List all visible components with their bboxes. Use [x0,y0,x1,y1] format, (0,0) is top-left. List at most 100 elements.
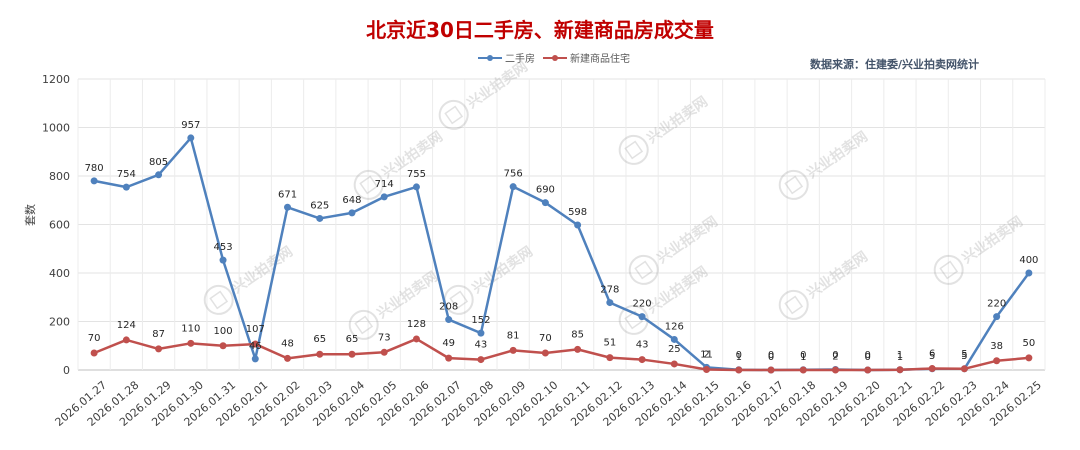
data-label: 1 [897,352,903,363]
watermark-logo-mark [444,105,464,125]
watermark-text: 兴业拍卖网 [644,263,711,317]
watermark-logo [353,169,384,200]
y-tick-label: 200 [49,316,70,329]
data-point [412,183,420,191]
legend-swatch-newbuild [543,53,567,63]
watermark-logo-mark [624,140,644,160]
data-point [896,366,904,374]
data-label: 220 [633,299,652,310]
data-label: 48 [281,338,294,349]
data-label: 50 [1023,338,1036,349]
data-point [703,366,711,374]
data-point [348,350,356,358]
data-point [864,366,872,374]
data-label: 690 [536,185,555,196]
chart-title: 北京近30日二手房、新建商品房成交量 [366,18,714,42]
data-label: 46 [249,341,262,352]
data-point [831,366,839,374]
data-point [412,335,420,343]
data-label: 85 [571,329,584,340]
watermark-logo-mark [209,290,229,310]
data-label: 754 [117,169,136,180]
data-point [638,313,646,321]
data-point [993,313,1001,321]
watermark-text: 兴业拍卖网 [644,93,711,147]
data-label: 2 [832,352,838,363]
data-label: 755 [407,169,426,180]
data-label: 1 [897,350,903,361]
watermark-logo-mark [784,295,804,315]
data-label: 43 [636,340,649,351]
data-point [670,360,678,368]
watermark-text: 兴业拍卖网 [959,213,1026,267]
data-label: 107 [246,324,265,335]
data-point [960,365,968,373]
watermark: 兴业拍卖网 [618,93,711,165]
data-point [477,329,485,337]
watermark-logo-mark [784,175,804,195]
data-label: 25 [668,344,681,355]
source-note: 数据来源：住建委/兴业拍卖网统计 [810,58,980,71]
data-label: 51 [603,338,616,349]
data-point [219,342,227,350]
watermark-text: 兴业拍卖网 [804,128,871,182]
data-label: 453 [214,242,233,253]
data-point [251,340,259,348]
legend-label-secondhand: 二手房 [505,54,535,65]
data-point [541,349,549,357]
legend-swatch-secondhand [478,53,502,63]
data-label: 124 [117,320,136,331]
data-label: 0 [865,350,871,361]
y-tick-label: 400 [49,267,70,280]
x-tick-labels: 2026.01.272026.01.282026.01.292026.01.30… [53,378,1044,428]
data-point [767,366,775,374]
data-label: 65 [346,334,359,345]
data-point [380,348,388,356]
watermark: 兴业拍卖网 [778,128,871,200]
data-label: 0 [865,352,871,363]
data-label: 0 [832,350,838,361]
data-point [219,256,227,264]
watermark-logo-mark [354,315,374,335]
watermark: 兴业拍卖网 [348,268,441,340]
y-tick-label: 1200 [42,73,70,86]
data-point [928,365,936,373]
data-label: 70 [539,333,552,344]
data-label: 220 [987,299,1006,310]
data-point [316,214,324,222]
legend-label-newbuild: 新建商品住宅 [570,54,630,65]
data-point [477,356,485,364]
watermark-text: 兴业拍卖网 [374,268,441,322]
data-label: 110 [181,323,200,334]
legend: 二手房 新建商品住宅 [478,50,638,65]
data-label: 38 [990,341,1003,352]
data-point [670,335,678,343]
watermark: 兴业拍卖网 [438,58,531,130]
data-label: 49 [442,338,455,349]
data-point [445,316,453,324]
data-point [735,366,743,374]
data-point [155,171,163,179]
data-label: 11 [700,349,713,360]
watermark-logo [618,134,649,165]
watermark-text: 兴业拍卖网 [804,248,871,302]
data-point [187,339,195,347]
data-point [541,199,549,207]
data-point [1025,269,1033,277]
data-label: 6 [929,349,935,360]
data-point [1025,354,1033,362]
data-label: 278 [600,285,619,296]
data-label: 5 [961,349,967,360]
watermark-logo [628,254,659,285]
data-label: 0 [800,350,806,361]
data-label: 756 [504,169,523,180]
series-layer [90,134,1033,374]
data-label: 400 [1019,255,1038,266]
legend-item-newbuild: 新建商品住宅 [543,50,630,65]
data-label: 648 [342,195,361,206]
data-label: 81 [507,330,520,341]
watermark-text: 兴业拍卖网 [469,243,536,297]
data-label: 2 [703,350,709,361]
data-point [187,134,195,142]
